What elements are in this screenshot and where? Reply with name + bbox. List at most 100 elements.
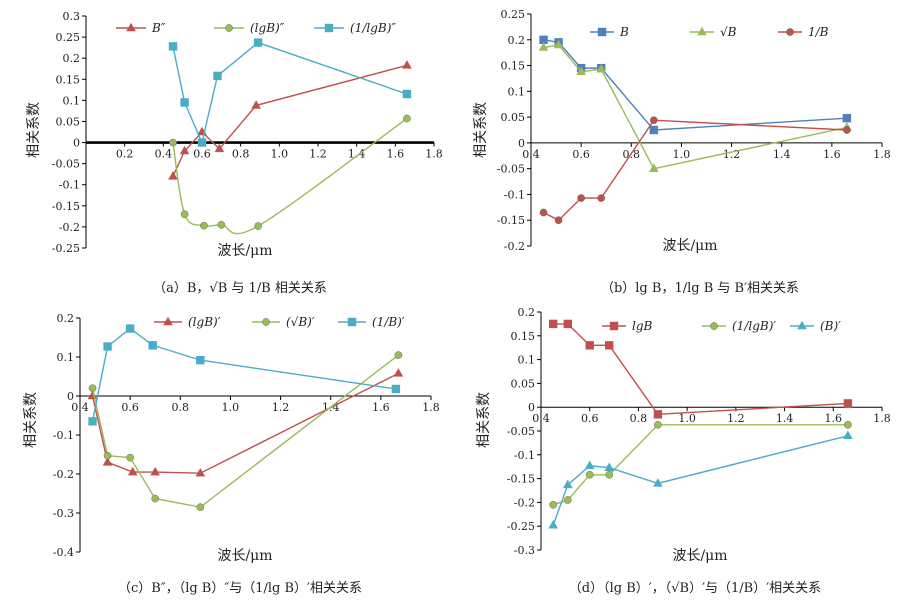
x-tick-label: 1.8 [873, 148, 891, 161]
data-point [549, 500, 558, 509]
x-tick-label: 0.8 [630, 412, 648, 425]
legend-marker [697, 26, 707, 36]
panel-caption: （a）B，√B 与 1/B 相关关系 [153, 281, 327, 296]
data-point [585, 470, 594, 479]
y-tick-label: 0.1 [518, 354, 536, 367]
x-tick-label: 1.2 [723, 148, 741, 161]
chart-panel-c: -0.4 -0.3 -0.2 -0.1 0 0.1 0.2 0.4 0.6 0.8 1.0 1.2 1.… [23, 312, 440, 596]
x-tick-label: 0.6 [581, 412, 599, 425]
legend-marker [710, 322, 718, 330]
y-tick-label: -0.1 [53, 429, 74, 442]
x-tick-label: 1.6 [823, 148, 841, 161]
x-tick-label: 1.4 [348, 148, 366, 161]
x-tick-label: 1.0 [222, 401, 240, 414]
x-tick-label: 1.2 [272, 401, 290, 414]
x-tick-label: 0.6 [121, 401, 139, 414]
legend-marker [163, 316, 173, 326]
legend-item-2: (lgB)″ [214, 21, 285, 35]
x-tick-label: 0.6 [572, 148, 590, 161]
y-tick-label: 0.2 [518, 306, 536, 319]
data-point [842, 113, 852, 123]
y-tick-label: -0.2 [59, 221, 80, 234]
y-tick-label: 0.05 [501, 111, 526, 124]
series-1 [87, 368, 404, 477]
legend-marker [797, 320, 807, 330]
data-point [596, 63, 607, 73]
data-point [180, 210, 189, 219]
series-line [552, 424, 848, 506]
panel-caption: （b）lg B，1/lg B 与 B′相关关系 [601, 281, 799, 296]
legend-marker [324, 23, 334, 33]
x-axis-title: 波长/μm [217, 548, 272, 564]
x-tick-label: 1.2 [309, 148, 327, 161]
legend-label: (1/lgB)′ [732, 319, 776, 333]
data-point [394, 351, 403, 359]
x-axis-title: 波长/μm [217, 243, 272, 259]
y-tick-label: 0.15 [501, 60, 526, 73]
y-tick-label: -0.05 [507, 425, 535, 438]
x-tick-label: 0.4 [71, 401, 89, 414]
y-tick-label: 0.25 [501, 8, 526, 21]
data-point [605, 470, 614, 479]
x-tick-label: 1.0 [678, 412, 696, 425]
data-point [843, 399, 853, 408]
legend-item-1: B″ [116, 21, 166, 35]
legend-item-1: lgB [602, 319, 653, 333]
series-line [553, 323, 848, 416]
legend-label: √B [720, 25, 737, 39]
legend-label: 1/B [808, 25, 829, 39]
panel-caption: （c）B″，（lg B）″与（1/lg B）′相关关系 [118, 581, 362, 596]
legend-item-2: (√B)′ [252, 315, 315, 329]
data-point [217, 220, 226, 229]
series-line [543, 119, 847, 222]
legend-item-2: (1/lgB)′ [702, 319, 776, 333]
series-3 [548, 430, 853, 529]
data-point [653, 478, 663, 487]
y-axis-title: 相关系数 [26, 102, 42, 158]
data-point [402, 89, 412, 99]
y-tick-label: 0 [528, 401, 535, 414]
x-tick-label: 0.8 [172, 401, 190, 414]
data-point [562, 479, 573, 489]
y-tick-label: -0.3 [53, 507, 74, 520]
data-point [126, 453, 134, 462]
data-point [605, 341, 614, 350]
chart-panel-a: -0.25 -0.2 -0.15 -0.1 -0.05 0 0.05 0.1 0.15 0.2 0.… [26, 10, 443, 296]
data-point [127, 466, 138, 476]
legend-item-3: (B)′ [790, 319, 841, 333]
y-tick-label: 0.15 [511, 330, 536, 343]
series-line [91, 327, 397, 422]
data-point [87, 390, 98, 400]
y-tick-label: -0.1 [59, 179, 80, 192]
data-point [254, 222, 262, 230]
legend-label: B [619, 25, 629, 39]
legend-item-3: (1/lgB)″ [314, 21, 396, 35]
legend-item-2: √B [690, 25, 737, 39]
series-line [91, 354, 399, 508]
legend-item-1: (lgB)′ [154, 315, 221, 329]
series-line [172, 117, 408, 235]
data-point [197, 138, 207, 147]
data-point [213, 71, 222, 81]
data-point [577, 194, 585, 202]
y-tick-label: -0.4 [53, 546, 74, 559]
chart-panel-d: -0.3 -0.25 -0.2 -0.15 -0.1 -0.05 0 0.05 0.1 0.15 0… [476, 306, 891, 596]
data-point [538, 42, 549, 51]
x-tick-label: 0.4 [532, 412, 550, 425]
y-tick-label: 0.3 [63, 10, 81, 23]
legend-marker [126, 22, 136, 32]
data-point [214, 143, 225, 153]
data-point [576, 66, 586, 76]
y-tick-label: -0.1 [504, 188, 525, 201]
data-point [393, 368, 404, 377]
data-point [604, 462, 615, 471]
legend-label: (B)′ [820, 319, 841, 333]
y-axis-title: 相关系数 [473, 102, 489, 158]
series-line [552, 435, 849, 526]
legend-marker [597, 27, 607, 37]
series-2 [538, 39, 852, 172]
series-1 [539, 35, 852, 135]
data-point [196, 355, 205, 365]
y-tick-label: 0.2 [57, 312, 75, 325]
